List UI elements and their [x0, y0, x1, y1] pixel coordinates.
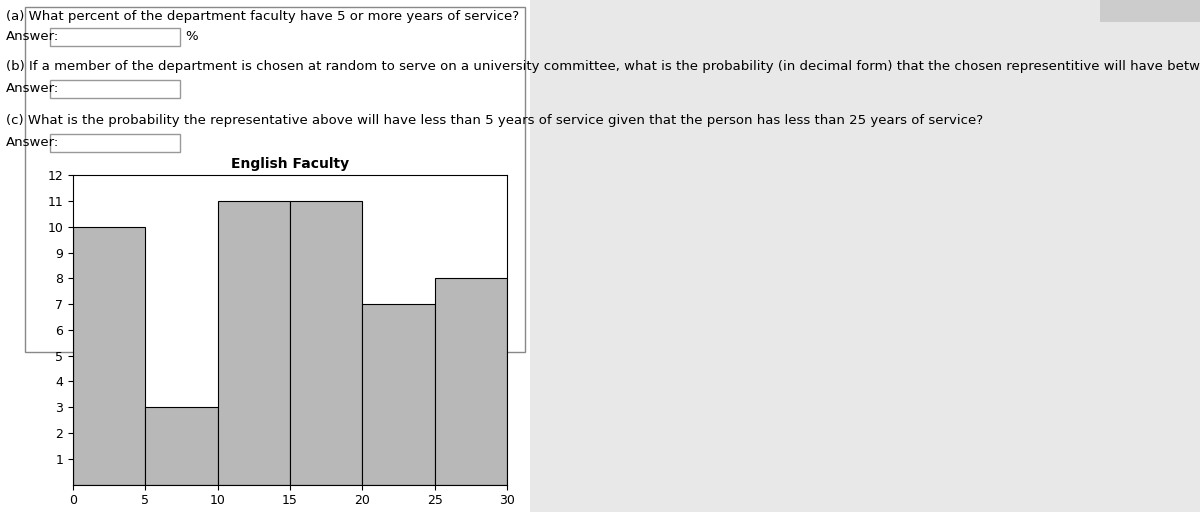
FancyBboxPatch shape	[50, 80, 180, 98]
FancyBboxPatch shape	[50, 28, 180, 46]
Text: Answer:: Answer:	[6, 136, 59, 149]
Text: (a) What percent of the department faculty have 5 or more years of service?: (a) What percent of the department facul…	[6, 10, 520, 23]
Bar	[1100, 0, 1200, 22]
FancyBboxPatch shape	[50, 134, 180, 152]
Text: %: %	[185, 30, 198, 43]
Bar	[25, 7, 526, 352]
Bar	[530, 0, 1200, 512]
Text: (c) What is the probability the representative above will have less than 5 years: (c) What is the probability the represen…	[6, 114, 983, 127]
Bar	[290, 201, 362, 484]
Bar	[73, 227, 145, 484]
Bar	[145, 407, 217, 484]
Text: Answer:: Answer:	[6, 82, 59, 95]
Title: English Faculty: English Faculty	[230, 157, 349, 172]
Text: (b) If a member of the department is chosen at random to serve on a university c: (b) If a member of the department is cho…	[6, 60, 1200, 73]
Bar	[362, 304, 434, 484]
Bar	[217, 201, 290, 484]
Bar	[434, 279, 508, 484]
Text: Answer:: Answer:	[6, 30, 59, 43]
